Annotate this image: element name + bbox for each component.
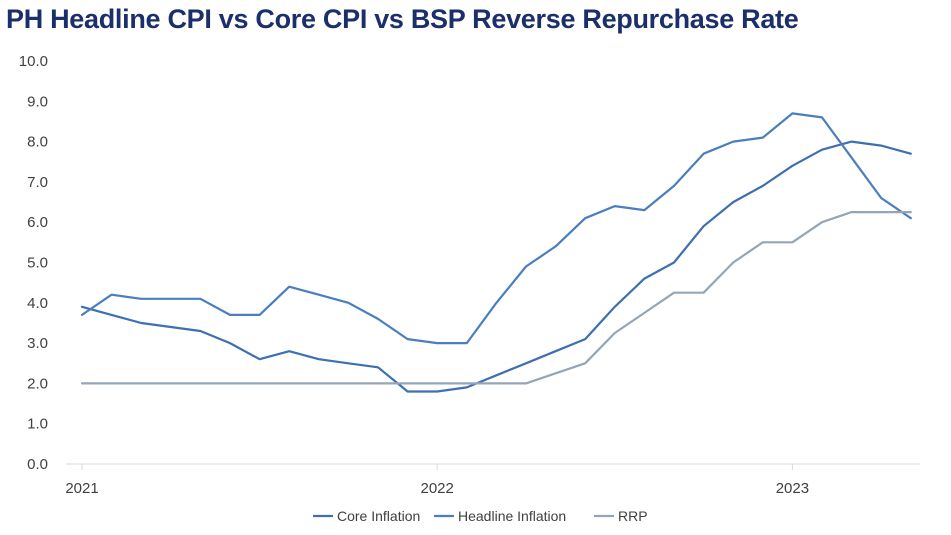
series-line-headline-inflation [80,112,912,345]
y-tick-label: 4.0 [27,295,48,312]
y-tick-label: 9.0 [27,93,48,110]
y-tick-label: 5.0 [27,255,48,272]
y-tick-label: 0.0 [27,456,48,473]
chart-title: PH Headline CPI vs Core CPI vs BSP Rever… [6,4,799,34]
x-tick-label: 2023 [776,480,809,497]
legend-label: Core Inflation [337,508,420,524]
series-line-core-inflation [80,140,912,393]
y-tick-label: 2.0 [27,375,48,392]
x-tick-label: 2022 [421,480,454,497]
y-tick-label: 7.0 [27,174,48,191]
legend-label: RRP [618,508,648,524]
legend-label: Headline Inflation [458,508,566,524]
y-tick-label: 8.0 [27,134,48,151]
legend: Core Inflation Headline Inflation RRP [313,508,648,524]
y-tick-label: 3.0 [27,335,48,352]
axes-group: 0.0 1.0 2.0 3.0 4.0 5.0 6.0 7.0 8.0 9.0 10.0 2021 20… [19,53,920,497]
series-lines [80,112,912,393]
y-tick-label: 10.0 [19,53,48,70]
y-tick-label: 6.0 [27,214,48,231]
y-tick-label: 1.0 [27,416,48,433]
series-line-rrp [80,211,912,385]
x-tick-label: 2021 [65,480,98,497]
